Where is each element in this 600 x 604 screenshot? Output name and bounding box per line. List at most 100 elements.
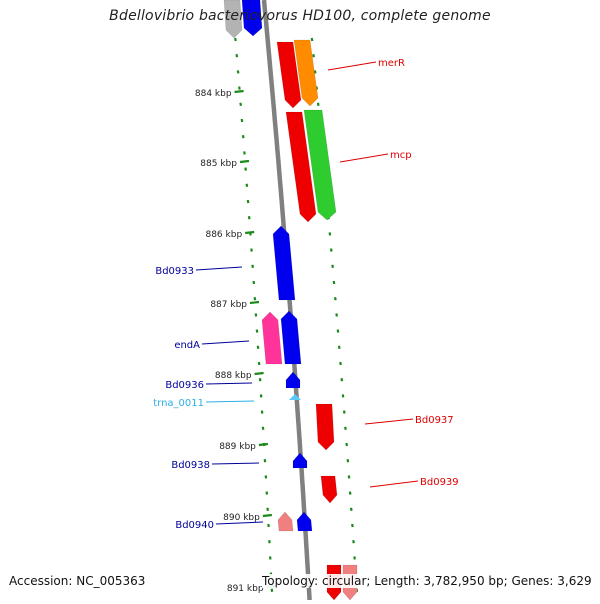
ruler-dot-inner [267, 523, 270, 528]
ruler-dot-outer [331, 264, 334, 268]
feature-leader-line [205, 382, 253, 385]
ruler-dot-outer [336, 329, 340, 333]
gene-arrow-merR [293, 39, 319, 107]
gene-arrow-Bd0940 [296, 511, 313, 532]
major-tick [245, 230, 255, 235]
ruler-dot-inner [265, 491, 269, 495]
ruler-dot-outer [339, 361, 342, 366]
ruler-dot-outer [333, 297, 337, 301]
ruler-dot-inner [264, 475, 268, 479]
gene-arrow-mcp-partner [285, 111, 317, 223]
ruler-dot-inner [266, 507, 270, 511]
feature-leader-line [195, 266, 243, 271]
ruler-dot-inner [247, 216, 251, 220]
ruler-dot-inner [255, 329, 259, 333]
ruler-dot-inner [261, 426, 265, 430]
genome-summary-text: Topology: circular; Length: 3,782,950 bp… [262, 574, 592, 588]
feature-leader-line [327, 61, 377, 71]
ruler-dot-inner [238, 86, 241, 90]
gene-arrow-Bd0940-partner [277, 511, 294, 532]
ruler-dot-inner [259, 394, 263, 398]
major-tick [262, 513, 272, 518]
ruler-dot-inner [254, 313, 258, 317]
tick-label: 886 kbp [205, 230, 242, 240]
ruler-dot-inner [252, 280, 256, 285]
ruler-dot-outer [337, 345, 341, 349]
ruler-dot-outer [310, 37, 314, 42]
gene-arrow-Bd0939 [320, 475, 338, 504]
ruler-dot-outer [347, 475, 351, 479]
gene-arrow-endA-partner [280, 310, 302, 365]
ruler-dot-outer [353, 556, 356, 560]
ruler-dot-outer [349, 507, 353, 511]
trna-arrow [289, 394, 301, 400]
feature-label: mcp [390, 150, 412, 161]
gene-arrow-merR-partner [276, 41, 302, 109]
ruler-dot-inner [256, 345, 260, 349]
tick-label: 888 kbp [215, 371, 252, 381]
feature-label: Bd0936 [165, 380, 204, 391]
ruler-dot-inner [240, 118, 244, 123]
ruler-dot-outer [332, 280, 336, 285]
feature-label: Bd0940 [175, 520, 214, 531]
gene-arrow-partial [223, 0, 243, 39]
ruler-dot-inner [253, 297, 257, 301]
major-tick [234, 89, 244, 94]
tick-label: 890 kbp [223, 513, 260, 523]
ruler-dot-outer [344, 426, 347, 430]
ruler-dot-outer [315, 86, 319, 90]
ruler-dot-inner [268, 556, 272, 560]
gene-arrow-Bd0936 [285, 371, 301, 389]
major-tick [254, 371, 264, 376]
tick-label: 889 kbp [219, 442, 256, 452]
ruler-dot-inner [268, 540, 271, 544]
ruler-dot-outer [316, 102, 320, 106]
ruler-dot-outer [342, 410, 346, 414]
ruler-dot-inner [270, 588, 274, 592]
tick-label: 887 kbp [210, 300, 247, 310]
tick-label: 885 kbp [200, 159, 237, 169]
major-tick [249, 300, 260, 305]
feature-label: Bd0933 [155, 266, 194, 277]
ruler-dot-outer [329, 248, 333, 252]
ruler-dot-outer [341, 394, 345, 398]
ruler-dot-inner [245, 183, 249, 187]
map-title: Bdellovibrio bacteriovorus HD100, comple… [109, 8, 491, 24]
major-tick [258, 442, 269, 447]
ruler-dot-outer [340, 378, 344, 382]
ruler-dot-inner [246, 199, 250, 204]
tick-label: 884 kbp [195, 89, 232, 99]
ruler-dot-inner [239, 102, 243, 106]
ruler-dot-inner [244, 167, 247, 171]
ruler-dot-inner [257, 361, 261, 366]
gene-arrow-Bd0933 [272, 225, 296, 301]
feature-leader-line [211, 462, 260, 465]
gene-arrow-endA [261, 311, 283, 365]
ruler-dot-outer [313, 70, 317, 74]
accession-text: Accession: NC_005363 [9, 574, 146, 588]
gene-arrow-Bd0937 [315, 403, 335, 451]
ruler-dot-outer [346, 459, 350, 463]
feature-leader-line [369, 480, 419, 488]
ruler-dot-outer [352, 540, 355, 544]
ruler-dot-inner [263, 459, 267, 463]
ruler-dot-outer [328, 232, 332, 236]
ruler-dot-inner [241, 135, 245, 139]
ruler-dot-inner [243, 151, 246, 155]
feature-label: Bd0937 [415, 415, 454, 426]
feature-leader-line [364, 418, 414, 425]
ruler-dot-inner [234, 37, 237, 42]
ruler-dot-outer [351, 523, 354, 528]
ruler-dot-outer [335, 313, 338, 317]
ruler-dot-inner [258, 378, 262, 382]
ruler-dot-inner [250, 248, 253, 252]
ruler-dot-outer [345, 442, 348, 447]
feature-leader-line [339, 153, 389, 163]
feature-leader-line [215, 521, 264, 525]
ruler-dot-inner [251, 264, 254, 268]
feature-leader-line [205, 400, 255, 403]
ruler-dot-outer [348, 491, 352, 495]
feature-leader-line [201, 340, 250, 345]
